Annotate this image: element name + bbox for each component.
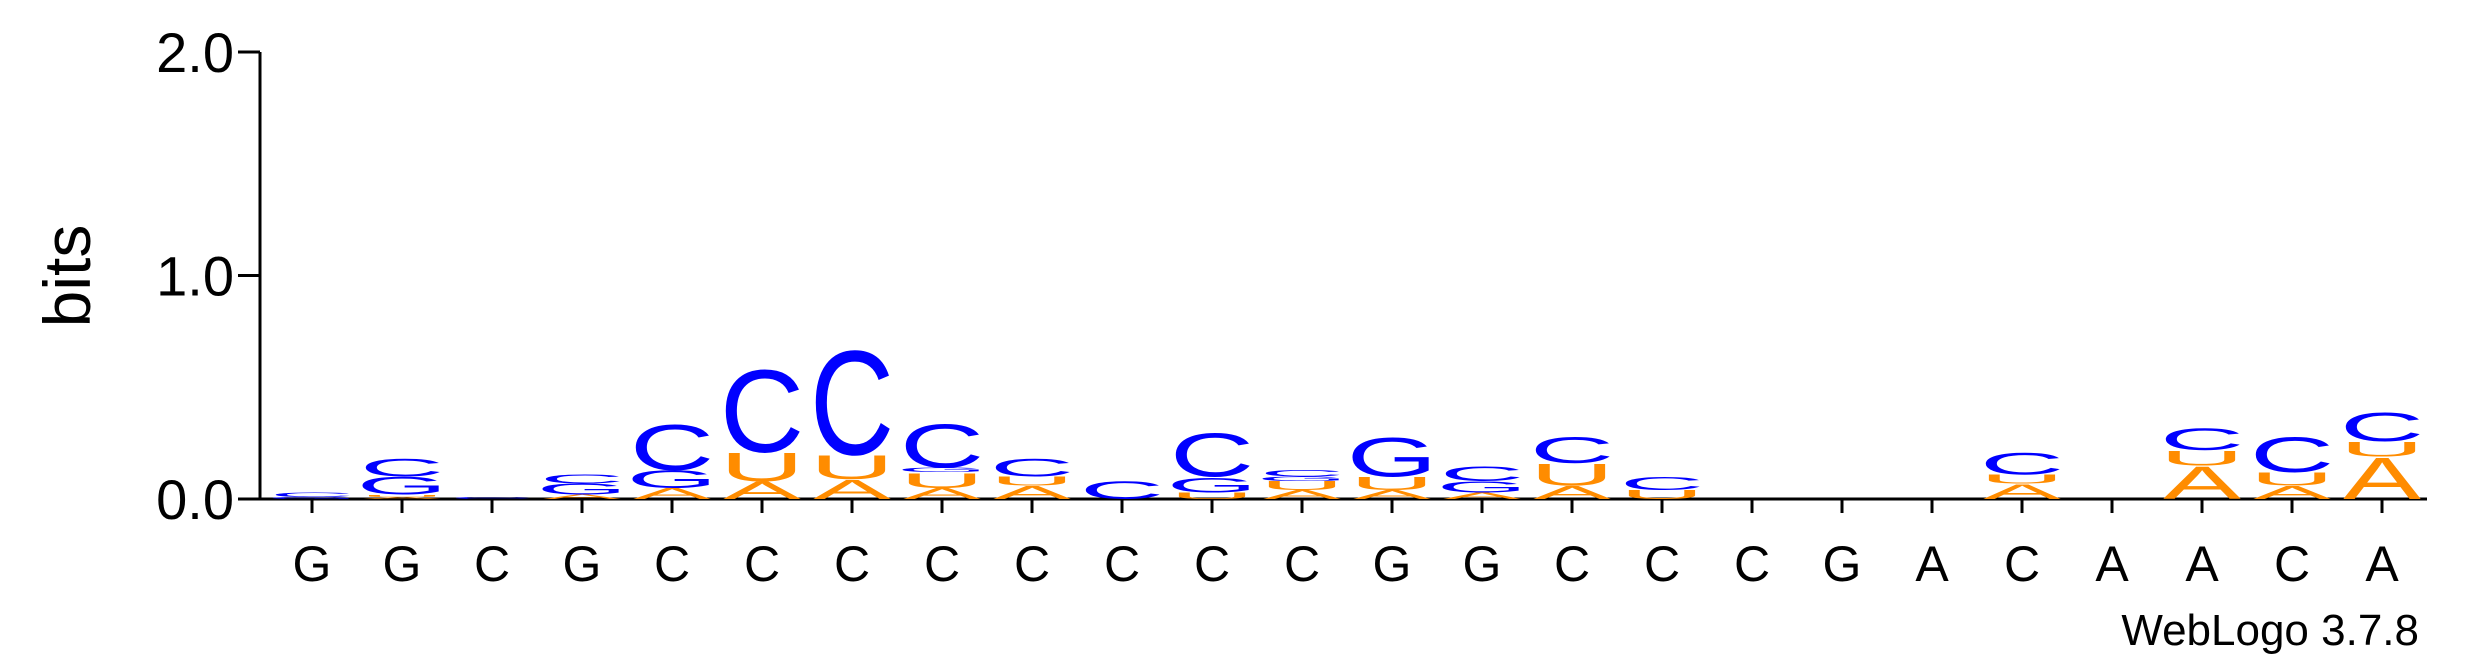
letter: C	[540, 472, 624, 486]
letter: G	[897, 467, 988, 474]
letter: U	[1170, 491, 1254, 501]
x-tick-label: A	[2095, 536, 2129, 592]
letter: A	[903, 485, 982, 502]
letter: G	[1167, 473, 1258, 497]
letter: C	[630, 411, 714, 484]
letter: U	[2250, 469, 2334, 490]
letter: U	[990, 474, 1074, 488]
letter: G	[1437, 478, 1528, 495]
letter: A	[1983, 479, 2061, 503]
letter: A	[1263, 488, 1342, 502]
letter: A	[2253, 482, 2331, 503]
letter: A	[1353, 488, 1432, 502]
letter: G	[267, 496, 358, 499]
letter: A	[543, 493, 621, 500]
x-tick-label: A	[2365, 536, 2399, 592]
x-tick-label: C	[744, 536, 780, 592]
letter: U	[1620, 488, 1704, 502]
x-tick-label: C	[2004, 536, 2040, 592]
letter: A	[993, 482, 1071, 503]
letter: G	[1257, 475, 1348, 482]
letter: C	[2250, 428, 2334, 483]
x-tick-label: C	[2274, 536, 2310, 592]
x-tick-label: C	[924, 536, 960, 592]
x-tick-label: G	[1463, 536, 1502, 592]
x-tick-label: C	[1284, 536, 1320, 592]
letter: A	[1443, 491, 1522, 501]
x-tick-label: G	[293, 536, 332, 592]
letter: C	[1080, 477, 1164, 505]
letter: C	[270, 491, 354, 498]
letter: A	[723, 477, 802, 505]
letter: C	[2160, 422, 2244, 457]
x-tick-label: G	[1823, 536, 1862, 592]
letter: A	[813, 474, 891, 505]
x-tick-label: G	[563, 536, 602, 592]
credit: WebLogo 3.7.8	[2121, 606, 2419, 655]
x-tick-label: A	[2185, 536, 2219, 592]
letter: U	[720, 445, 804, 490]
letter: C	[360, 454, 444, 482]
letter: C	[1980, 447, 2064, 482]
letter: C	[2340, 405, 2424, 450]
letter: C	[1620, 473, 1704, 494]
y-axis-label: bits	[30, 225, 104, 328]
x-tick-label: C	[1734, 536, 1770, 592]
x-tick-label: G	[383, 536, 422, 592]
letter: G	[537, 481, 628, 498]
letter: C	[1440, 461, 1524, 485]
letter: U	[1350, 473, 1434, 494]
letter: C	[720, 345, 804, 477]
x-tick-label: C	[1554, 536, 1590, 592]
letter: U	[900, 468, 984, 492]
letter: C	[900, 411, 984, 481]
letter: C	[1530, 430, 1614, 471]
letter: G	[1347, 427, 1438, 489]
x-tick-label: G	[1373, 536, 1412, 592]
x-tick-label: C	[1014, 536, 1050, 592]
x-tick-label: C	[474, 536, 510, 592]
letter: U	[360, 494, 444, 497]
letter: U	[2340, 437, 2424, 461]
letter: G	[627, 465, 718, 493]
letter: A	[633, 485, 712, 502]
y-tick-label: 1.0	[156, 245, 234, 308]
letter: U	[810, 448, 894, 486]
x-tick-label: C	[834, 536, 870, 592]
y-tick-label: 0.0	[156, 468, 234, 531]
x-tick-label: A	[1915, 536, 1949, 592]
letter: A	[1533, 482, 1611, 503]
x-tick-label: C	[1194, 536, 1230, 592]
x-tick-label: C	[654, 536, 690, 592]
letter: C	[810, 321, 894, 487]
letter: U	[2160, 446, 2244, 470]
y-tick-label: 2.0	[156, 21, 234, 84]
x-tick-label: C	[1644, 536, 1680, 592]
letter: C	[990, 454, 1074, 482]
x-tick-label: C	[1104, 536, 1140, 592]
letter: C	[1170, 420, 1254, 490]
letter: A	[2343, 445, 2421, 511]
letter: C	[1260, 468, 1344, 478]
letter: A	[363, 496, 441, 499]
letter: G	[357, 472, 448, 500]
letter: U	[1530, 458, 1614, 493]
letter: C	[450, 496, 534, 499]
letter: U	[1980, 472, 2064, 486]
letter: A	[2163, 457, 2242, 509]
letter: U	[1260, 479, 1344, 493]
